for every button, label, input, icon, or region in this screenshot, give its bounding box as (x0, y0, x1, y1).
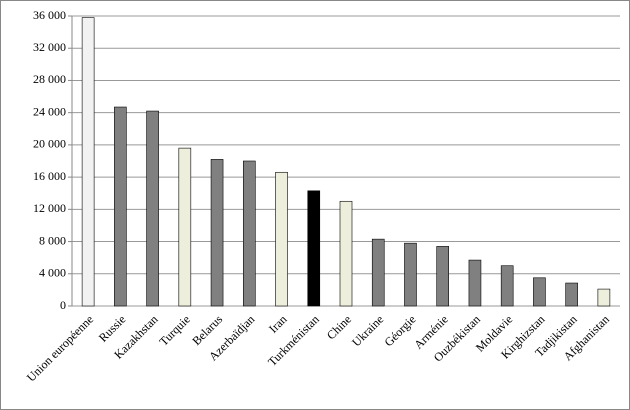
y-tick-label: 32 000 (33, 40, 66, 54)
y-tick-label: 8 000 (39, 233, 66, 247)
bar (146, 110, 159, 307)
y-tick-label: 36 000 (33, 8, 66, 22)
y-tick-label: 24 000 (33, 104, 66, 118)
bar (533, 277, 546, 307)
y-tick-label: 0 (60, 298, 66, 312)
bar (81, 17, 95, 307)
bar (597, 288, 611, 307)
bar (468, 259, 482, 307)
bar (404, 242, 417, 307)
bar (307, 190, 321, 307)
y-tick-label: 20 000 (33, 137, 66, 151)
bar (339, 200, 353, 307)
y-tick-label: 16 000 (33, 169, 66, 183)
y-tick-label: 4 000 (39, 266, 66, 280)
bar (242, 160, 256, 307)
y-tick-label: 12 000 (33, 201, 66, 215)
bar (371, 238, 385, 307)
bar (436, 246, 450, 307)
bar (178, 147, 192, 307)
bar (210, 159, 224, 307)
bar (500, 265, 514, 307)
bar (114, 106, 127, 307)
y-tick-label: 28 000 (33, 72, 66, 86)
bar (275, 171, 288, 307)
bar (565, 282, 578, 307)
